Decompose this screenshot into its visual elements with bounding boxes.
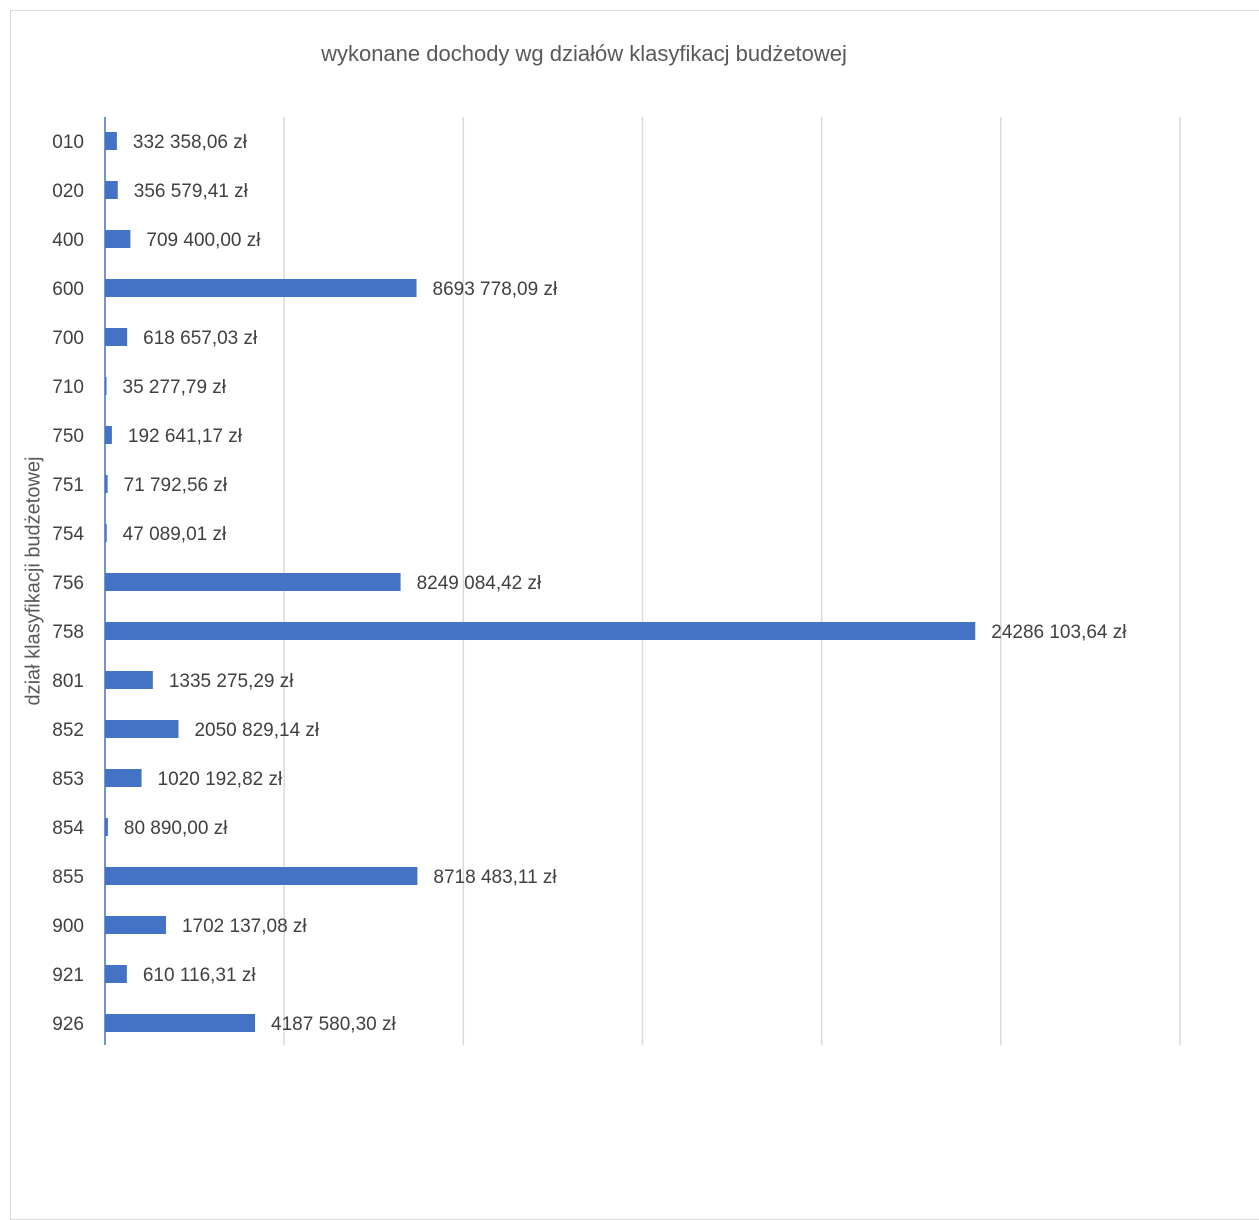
bar-853 [105, 769, 142, 787]
data-label-700: 618 657,03 zł [143, 328, 258, 349]
data-label-921: 610 116,31 zł [143, 965, 256, 986]
bar-754 [105, 524, 107, 542]
data-label-853: 1020 192,82 zł [158, 769, 283, 790]
bar-750 [105, 426, 112, 444]
bar-600 [105, 279, 417, 297]
category-label-710: 710 [52, 377, 84, 398]
bar-756 [105, 573, 401, 591]
bar-400 [105, 230, 131, 248]
category-label-756: 756 [52, 573, 84, 594]
data-label-400: 709 400,00 zł [146, 230, 261, 251]
data-label-758: 24286 103,64 zł [991, 622, 1127, 643]
data-label-010: 332 358,06 zł [133, 132, 248, 153]
category-labels: 010 020 400 600 700 710 750 751 754 756 758 801 852 8… [52, 132, 84, 1035]
bar-854 [105, 818, 108, 836]
data-label-756: 8249 084,42 zł [417, 573, 542, 594]
category-label-853: 853 [52, 769, 84, 790]
bar-010 [105, 132, 117, 150]
category-label-700: 700 [52, 328, 84, 349]
chart-title: wykonane dochody wg działów klasyfikacj … [321, 41, 847, 66]
data-label-600: 8693 778,09 zł [433, 279, 558, 300]
data-labels: 332 358,06 zł 356 579,41 zł 709 400,00 zł 8… [123, 132, 1128, 1035]
data-label-855: 8718 483,11 zł [433, 867, 557, 888]
category-label-852: 852 [52, 720, 84, 741]
category-label-400: 400 [52, 230, 84, 251]
data-label-754: 47 089,01 zł [123, 524, 227, 545]
category-label-600: 600 [52, 279, 84, 300]
data-label-900: 1702 137,08 zł [182, 916, 307, 937]
category-label-020: 020 [52, 181, 84, 202]
bar-758 [105, 622, 976, 640]
bars [105, 132, 976, 1032]
category-label-926: 926 [52, 1014, 84, 1035]
data-label-801: 1335 275,29 zł [169, 671, 294, 692]
category-label-758: 758 [52, 622, 84, 643]
category-label-751: 751 [52, 475, 84, 496]
category-label-801: 801 [52, 671, 84, 692]
gridlines [283, 117, 1181, 1045]
bar-751 [105, 475, 108, 493]
bar-700 [105, 328, 128, 346]
category-label-900: 900 [52, 916, 84, 937]
data-label-926: 4187 580,30 zł [271, 1014, 396, 1035]
data-label-751: 71 792,56 zł [124, 475, 228, 496]
category-label-921: 921 [52, 965, 84, 986]
category-label-010: 010 [52, 132, 84, 153]
bar-801 [105, 671, 153, 689]
data-label-750: 192 641,17 zł [128, 426, 243, 447]
bar-020 [105, 181, 118, 199]
category-label-854: 854 [52, 818, 84, 839]
bar-855 [105, 867, 418, 885]
category-label-754: 754 [52, 524, 84, 545]
data-label-854: 80 890,00 zł [124, 818, 228, 839]
bar-900 [105, 916, 166, 934]
data-label-020: 356 579,41 zł [134, 181, 249, 202]
bar-852 [105, 720, 179, 738]
bar-921 [105, 965, 127, 983]
data-label-710: 35 277,79 zł [123, 377, 227, 398]
bar-926 [105, 1014, 256, 1032]
data-label-852: 2050 829,14 zł [194, 720, 319, 741]
category-label-855: 855 [52, 867, 84, 888]
category-label-750: 750 [52, 426, 84, 447]
